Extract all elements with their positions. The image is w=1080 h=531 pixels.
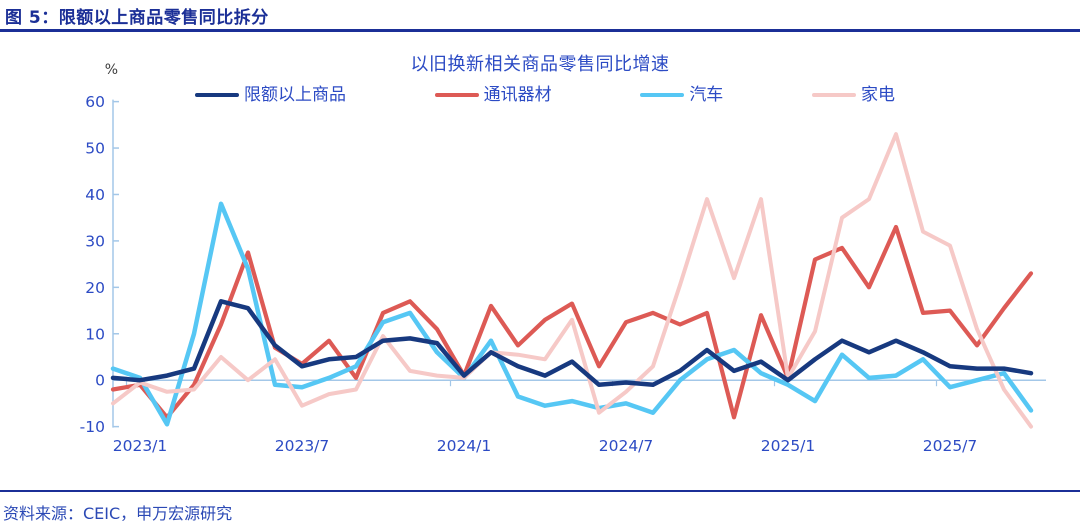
legend-item-1: 通讯器材 — [434, 84, 552, 105]
x-tick-label: 2023/7 — [275, 437, 330, 455]
x-tick-label: 2024/7 — [599, 437, 654, 455]
caption-underline — [0, 29, 1080, 32]
legend-swatch-icon — [811, 92, 856, 98]
legend-swatch-icon — [434, 92, 479, 98]
x-tick-label: 2025/7 — [923, 437, 978, 455]
x-tick-label: 2023/1 — [113, 437, 168, 455]
series-line-0 — [110, 299, 1034, 388]
y-tick-label: 30 — [85, 232, 105, 250]
legend-label: 汽车 — [689, 84, 724, 105]
series-line-2 — [110, 201, 1034, 427]
y-tick-label: -10 — [80, 418, 105, 436]
legend-swatch-icon — [195, 92, 239, 98]
series-line-1 — [110, 224, 1034, 420]
y-tick-label: 10 — [85, 325, 105, 343]
y-tick-label: 40 — [85, 186, 105, 204]
y-tick-label: 50 — [85, 140, 105, 158]
y-tick-label: 20 — [85, 279, 105, 297]
x-tick-label: 2025/1 — [761, 437, 816, 455]
y-tick-label: 0 — [95, 372, 105, 390]
legend-item-2: 汽车 — [640, 84, 724, 105]
legend-item-0: 限额以上商品 — [195, 84, 346, 105]
chart-legend: 限额以上商品 通讯器材 汽车 家电 — [195, 84, 895, 106]
x-tick-label: 2024/1 — [437, 437, 492, 455]
legend-label: 通讯器材 — [483, 84, 552, 105]
y-axis-unit-label: % — [104, 62, 118, 78]
legend-label: 家电 — [860, 84, 895, 105]
source-note: 资料来源：CEIC，申万宏源研究 — [3, 504, 233, 523]
footer-rule — [0, 490, 1080, 492]
legend-item-3: 家电 — [811, 84, 895, 105]
legend-swatch-icon — [640, 92, 685, 98]
chart-title: 以旧换新相关商品零售同比增速 — [410, 54, 670, 75]
legend-label: 限额以上商品 — [244, 84, 346, 105]
series-line-3 — [111, 132, 1033, 429]
y-axis: -10 0 10 20 30 40 50 60 — [80, 93, 119, 436]
figure-caption: 图 5：限额以上商品零售同比拆分 — [5, 8, 269, 28]
x-axis: 2023/1 2023/7 2024/1 2024/7 2025/1 2025/7 — [113, 380, 978, 455]
y-tick-label: 60 — [85, 93, 105, 111]
